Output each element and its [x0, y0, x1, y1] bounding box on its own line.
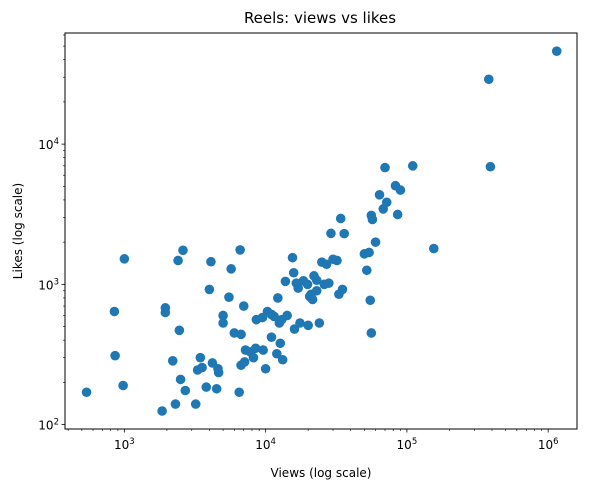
data-point [273, 293, 283, 303]
data-point [366, 328, 377, 338]
x-tick-label: 103 [114, 437, 135, 452]
data-point [239, 357, 250, 367]
plot-frame [64, 32, 578, 430]
data-point [288, 267, 299, 278]
data-point [277, 354, 288, 365]
data-point [365, 295, 376, 306]
x-tick-label: 104 [255, 437, 276, 452]
axis-ticks: 103 104 105 106 102 103 104 [38, 34, 559, 452]
data-point [226, 264, 236, 274]
data-point [157, 406, 167, 416]
data-point [485, 161, 496, 172]
x-tick-label: 106 [538, 437, 559, 452]
data-point [178, 245, 188, 256]
data-point [81, 387, 92, 398]
y-tick-label: 103 [38, 277, 59, 292]
data-point [204, 284, 215, 295]
chart-title: Reels: views vs likes [244, 9, 396, 27]
data-point [311, 285, 322, 296]
data-point [173, 255, 183, 266]
x-tick-label: 105 [397, 437, 418, 452]
data-point [160, 307, 171, 318]
data-point [361, 265, 372, 276]
data-point [201, 382, 212, 392]
x-axis-label: Views (log scale) [271, 466, 372, 480]
data-point [287, 252, 298, 263]
data-points [81, 46, 562, 416]
data-point [275, 338, 286, 349]
data-point [381, 197, 392, 208]
y-axis-label: Likes (log scale) [11, 183, 25, 279]
data-point [272, 348, 282, 359]
data-point [175, 374, 186, 385]
data-point [282, 310, 292, 321]
data-point [174, 325, 185, 336]
data-point [248, 352, 259, 363]
data-point [303, 320, 313, 331]
data-point [269, 311, 280, 322]
data-point [380, 162, 390, 173]
data-point [250, 343, 261, 354]
data-point [206, 256, 216, 267]
data-point [335, 213, 346, 224]
data-point [218, 318, 228, 328]
data-point [167, 356, 178, 366]
data-point [258, 345, 268, 355]
data-point [332, 255, 342, 266]
data-point [551, 46, 562, 56]
data-point [302, 279, 313, 290]
data-point [195, 352, 206, 363]
data-point [339, 228, 350, 239]
data-point [484, 74, 494, 85]
data-point [395, 185, 406, 195]
data-point [109, 306, 120, 317]
data-point [307, 294, 318, 305]
data-point [260, 363, 271, 374]
data-point [374, 190, 385, 200]
data-point [321, 259, 332, 270]
data-point [118, 380, 128, 391]
data-point [224, 292, 234, 302]
data-point [367, 214, 378, 225]
data-point [407, 161, 418, 171]
data-point [236, 329, 246, 340]
data-point [324, 278, 334, 288]
data-point [293, 283, 303, 293]
data-point [213, 367, 224, 378]
data-point [218, 310, 228, 321]
data-point [392, 209, 403, 220]
data-point [234, 387, 244, 398]
data-point [364, 247, 374, 258]
data-point [280, 276, 291, 287]
data-point [266, 332, 277, 342]
data-point [119, 254, 130, 264]
data-point [326, 228, 336, 239]
data-point [314, 318, 325, 328]
data-point [337, 284, 348, 295]
data-point [190, 399, 201, 409]
data-point [211, 383, 222, 394]
data-point [197, 362, 207, 373]
data-point [235, 245, 245, 255]
data-point [370, 237, 381, 247]
data-point [295, 318, 305, 328]
data-point [170, 399, 181, 409]
data-point [110, 350, 120, 361]
y-tick-label: 102 [38, 418, 59, 433]
data-point [180, 385, 191, 396]
data-point [311, 275, 322, 286]
data-point [428, 243, 439, 254]
data-point [238, 301, 249, 311]
y-tick-label: 104 [38, 137, 59, 152]
